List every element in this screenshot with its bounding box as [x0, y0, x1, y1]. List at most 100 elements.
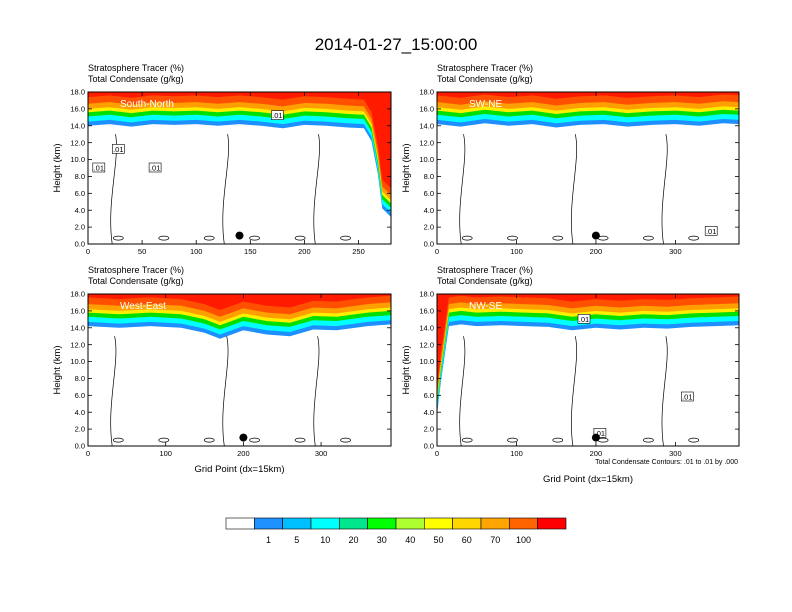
panel-nw-se: Stratosphere Tracer (%)Total Condensate … [401, 265, 740, 485]
colorbar-swatch-5 [367, 517, 397, 530]
colorbar-label-5: 40 [405, 535, 415, 545]
colorbar-label-3: 20 [348, 535, 358, 545]
y-tick-label: 6.0 [424, 391, 434, 400]
contour-label-box-0 [92, 162, 106, 173]
y-tick-label: 16.0 [419, 307, 434, 316]
condensate-contour-low-2 [552, 235, 564, 241]
condensate-contour-low-5 [340, 437, 351, 443]
condensate-contour-1 [571, 134, 577, 244]
y-tick-label: 10.0 [419, 357, 434, 366]
panel-header-condensate: Total Condensate (g/kg) [88, 74, 184, 84]
y-tick-label: 14.0 [419, 121, 434, 130]
colorbar-label-4: 30 [377, 535, 387, 545]
y-tick-label: 4.0 [75, 408, 85, 417]
y-tick-label: 2.0 [424, 425, 434, 434]
y-axis-label: Height (km) [52, 345, 63, 394]
contour-label-0: .01 [94, 164, 104, 173]
condensate-contour-2 [313, 134, 320, 244]
colorbar: 1 5 10 20 30 40 50 60 70 100 [225, 517, 567, 545]
condensate-contour-0 [459, 336, 466, 446]
condensate-contour-low-0 [461, 437, 473, 443]
x-tick-label: 0 [86, 247, 90, 256]
y-tick-label: 18.0 [419, 88, 434, 97]
y-axis-label: Height (km) [401, 143, 412, 192]
colorbar-swatch-8 [452, 517, 482, 530]
y-tick-label: 2.0 [424, 223, 434, 232]
condensate-contour-low-3 [249, 235, 260, 241]
y-tick-label: 14.0 [419, 323, 434, 332]
x-tick-label: 200 [298, 247, 311, 256]
colorbar-swatch-9 [480, 517, 510, 530]
contour-label-2: .01 [150, 164, 160, 173]
figure-title: 2014-01-27_15:00:00 [315, 35, 478, 54]
contour-label-3: .01 [272, 111, 282, 120]
condensate-contour-low-1 [158, 437, 170, 443]
x-axis-label: Grid Point (dx=15km) [194, 464, 284, 475]
colorbar-swatch-0 [225, 517, 255, 530]
location-marker [239, 433, 248, 442]
condensate-contour-low-2 [203, 437, 215, 443]
y-tick-label: 16.0 [419, 105, 434, 114]
colorbar-swatch-3 [310, 517, 340, 530]
location-marker [235, 231, 244, 240]
colorbar-swatch-4 [338, 517, 368, 530]
condensate-contour-low-1 [507, 235, 518, 241]
condensate-contour-2 [661, 134, 668, 244]
colorbar-swatch-7 [423, 517, 453, 530]
panel-header-tracer: Stratosphere Tracer (%) [88, 265, 184, 275]
colorbar-label-7: 60 [462, 535, 472, 545]
y-tick-label: 16.0 [70, 307, 85, 316]
y-tick-label: 0.0 [424, 442, 434, 451]
colorbar-label-8: 70 [490, 535, 500, 545]
y-tick-label: 10.0 [70, 155, 85, 164]
x-tick-label: 250 [352, 247, 365, 256]
y-tick-label: 18.0 [70, 290, 85, 299]
condensate-contour-2 [313, 336, 320, 446]
y-axis-label: Height (km) [52, 143, 63, 192]
x-tick-label: 300 [315, 449, 328, 458]
panel-south-north: Stratosphere Tracer (%)Total Condensate … [52, 63, 392, 256]
y-tick-label: 6.0 [75, 391, 85, 400]
y-tick-label: 2.0 [75, 223, 85, 232]
contour-note: Total Condensate Contours: .01 to .01 by… [595, 459, 738, 466]
contour-label-box-2 [577, 313, 591, 324]
x-tick-label: 100 [510, 449, 523, 458]
y-tick-label: 14.0 [70, 323, 85, 332]
panel-header-condensate: Total Condensate (g/kg) [88, 276, 184, 286]
colorbar-label-1: 5 [294, 535, 299, 545]
condensate-contour-1 [222, 134, 229, 244]
x-tick-label: 150 [244, 247, 257, 256]
x-tick-label: 0 [86, 449, 90, 458]
panel-plot-area: .01 [437, 92, 739, 244]
colorbar-swatch-6 [395, 517, 425, 530]
condensate-contour-1 [571, 336, 577, 446]
condensate-contour-low-4 [294, 235, 306, 241]
condensate-contour-low-3 [249, 437, 260, 443]
y-tick-label: 8.0 [75, 172, 85, 181]
colorbar-swatch-1 [254, 517, 283, 530]
condensate-contour-low-5 [688, 437, 700, 443]
panel-name: NW-SE [469, 301, 502, 312]
y-tick-label: 4.0 [424, 206, 434, 215]
condensate-contour-low-5 [340, 235, 351, 241]
condensate-contour-0 [459, 134, 466, 244]
x-tick-label: 100 [510, 247, 523, 256]
tracer-band-1 [437, 294, 739, 411]
contour-label-2: .01 [579, 315, 589, 324]
y-tick-label: 8.0 [424, 374, 434, 383]
contour-label-1: .01 [113, 145, 123, 154]
x-tick-label: 100 [190, 247, 203, 256]
y-tick-label: 4.0 [424, 408, 434, 417]
condensate-contour-low-1 [507, 437, 518, 443]
y-tick-label: 12.0 [70, 340, 85, 349]
condensate-contour-low-1 [158, 235, 170, 241]
y-tick-label: 12.0 [419, 138, 434, 147]
panel-header-tracer: Stratosphere Tracer (%) [88, 63, 184, 73]
panel-frame [436, 293, 740, 447]
contour-label-box-0 [593, 427, 607, 438]
colorbar-swatch-10 [508, 517, 538, 530]
contour-label-1: .01 [682, 393, 692, 402]
x-axis-label: Grid Point (dx=15km) [543, 474, 633, 485]
x-tick-label: 100 [159, 449, 172, 458]
